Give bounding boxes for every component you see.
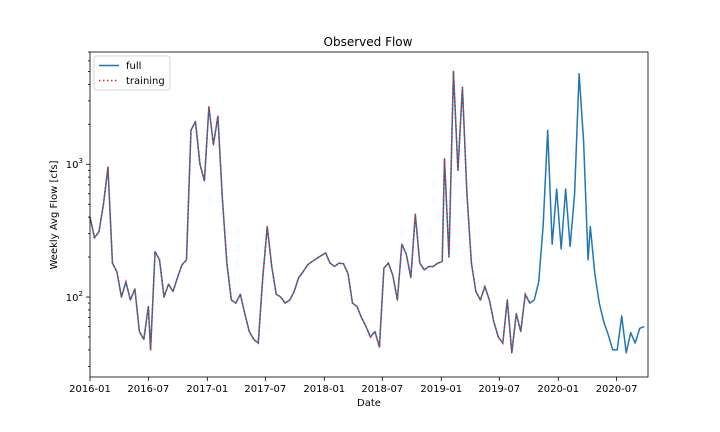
x-tick-label: 2020-07 xyxy=(596,384,638,395)
x-tick-label: 2017-07 xyxy=(244,384,286,395)
x-axis-label: Date xyxy=(357,398,381,409)
x-axis: 2016-01 2016-07 2017-01 2017-07 2018-01 2018-… xyxy=(69,377,637,395)
plot-frame xyxy=(89,51,649,378)
y-axis-label: Weekly Avg Flow [cfs] xyxy=(49,160,60,269)
plot-area xyxy=(89,70,645,354)
legend-label-training: training xyxy=(126,76,165,87)
series-line-training xyxy=(89,71,531,353)
chart-title: Observed Flow xyxy=(324,35,413,49)
x-tick-label: 2018-07 xyxy=(361,384,403,395)
x-tick-label: 2020-01 xyxy=(537,384,579,395)
x-tick-label: 2018-01 xyxy=(303,384,345,395)
x-tick-label: 2016-01 xyxy=(69,384,111,395)
legend: full training xyxy=(93,55,171,91)
x-tick-label: 2017-01 xyxy=(186,384,228,395)
x-tick-label: 2016-07 xyxy=(127,384,169,395)
y-tick-label: 102 xyxy=(66,290,83,304)
series-line-full xyxy=(89,70,645,354)
legend-label-full: full xyxy=(126,61,141,72)
x-tick-label: 2019-07 xyxy=(478,384,520,395)
y-tick-label: 103 xyxy=(66,157,83,171)
x-tick-label: 2019-01 xyxy=(420,384,462,395)
legend-box xyxy=(93,55,171,91)
y-axis: 102 103 xyxy=(66,51,90,367)
